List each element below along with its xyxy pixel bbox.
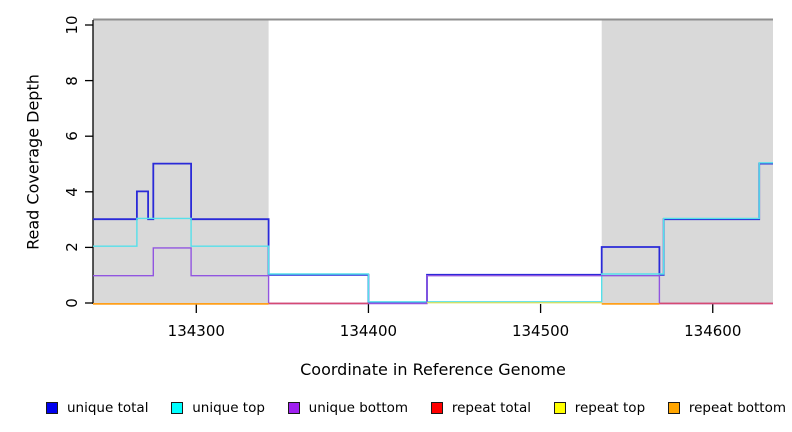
y-tick-label-6: 6 <box>63 131 81 141</box>
legend-swatch-icon <box>430 402 443 414</box>
y-tick-label-2: 2 <box>63 242 81 253</box>
x-tick-label-134500: 134500 <box>511 322 570 340</box>
legend-swatch-icon <box>171 402 184 414</box>
legend-label: repeat total <box>451 400 531 416</box>
legend-swatch-icon <box>46 402 58 414</box>
x-tick-label-134300: 134300 <box>167 322 225 340</box>
y-tick-label-4: 4 <box>63 187 81 197</box>
legend-label: unique bottom <box>308 400 409 416</box>
repeat-region-right <box>601 20 773 304</box>
legend-label: unique total <box>67 400 149 416</box>
legend-label: repeat bottom <box>688 400 786 416</box>
legend-label: repeat top <box>574 400 646 416</box>
legend-item-repeat-total: repeat total <box>430 400 531 416</box>
legend-swatch-icon <box>287 402 300 414</box>
legend-item-repeat-top: repeat top <box>553 400 646 416</box>
y-tick-label-8: 8 <box>63 75 81 86</box>
series-line-unique-bottom <box>93 247 773 305</box>
legend-label: unique top <box>192 400 265 416</box>
series-line-unique-top <box>93 162 773 303</box>
legend-item-repeat-bottom: repeat bottom <box>667 400 786 416</box>
repeat-region-left <box>93 20 269 304</box>
y-tick-label-0: 0 <box>63 298 81 308</box>
legend: unique total unique top unique bottom repea… <box>46 400 786 416</box>
x-tick-label-134600: 134600 <box>684 322 742 340</box>
legend-swatch-icon <box>553 402 566 414</box>
x-axis-title: Coordinate in Reference Genome <box>300 360 566 379</box>
legend-item-unique-bottom: unique bottom <box>287 400 409 416</box>
x-tick-label-134400: 134400 <box>339 322 398 340</box>
y-tick-label-10: 10 <box>63 15 81 35</box>
legend-item-unique-top: unique top <box>171 400 265 416</box>
legend-swatch-icon <box>667 402 680 414</box>
y-axis-title: Read Coverage Depth <box>23 74 43 250</box>
legend-item-unique-total: unique total <box>46 400 148 416</box>
